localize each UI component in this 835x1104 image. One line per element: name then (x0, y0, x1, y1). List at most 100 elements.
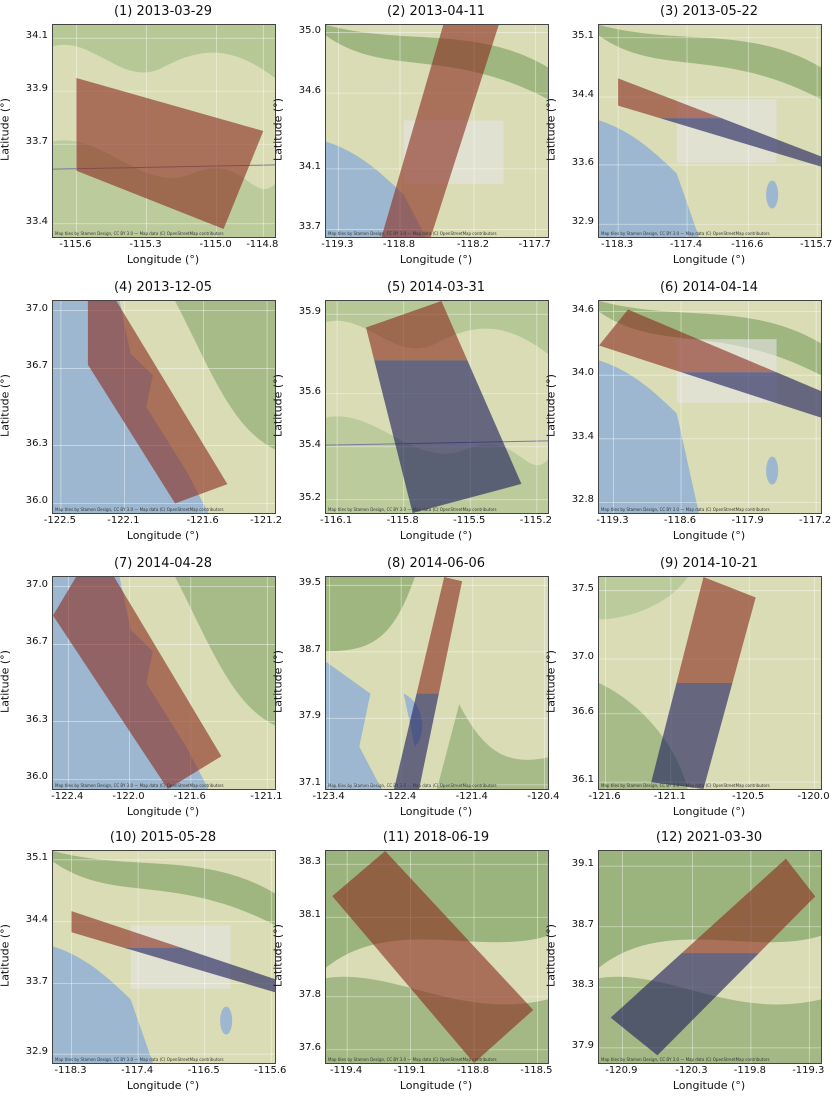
x-tick-label: -117.4 (669, 239, 703, 250)
y-tick-label: 36.7 (25, 360, 48, 372)
y-axis-label: Latitude (°) (0, 924, 12, 987)
map-attribution: Map tiles by Stamen Design, CC BY 3.0 — … (601, 507, 770, 512)
y-tick-label: 37.0 (571, 651, 594, 663)
map-attribution: Map tiles by Stamen Design, CC BY 3.0 — … (328, 783, 497, 788)
y-tick-label: 32.8 (571, 494, 594, 506)
x-tick-label: -122.4 (384, 791, 417, 802)
panel-title: (4) 2013-12-05 (113, 280, 213, 295)
y-tick-label: 37.9 (571, 1039, 594, 1051)
y-tick-label: 39.1 (571, 858, 594, 870)
map-panel[interactable]: Map tiles by Stamen Design, CC BY 3.0 — … (52, 300, 276, 514)
x-tick-label: -116.5 (187, 1065, 220, 1076)
x-axis-label: Longitude (°) (126, 529, 200, 542)
map-attribution: Map tiles by Stamen Design, CC BY 3.0 — … (328, 1057, 497, 1062)
basemap-feature (326, 661, 382, 789)
y-axis-label: Latitude (°) (271, 924, 285, 987)
footprint-polygon (53, 577, 222, 789)
basemap-feature (175, 301, 275, 450)
y-tick-label: 33.7 (25, 136, 48, 148)
x-tick-label: -117.7 (518, 239, 551, 250)
y-axis-label: Latitude (°) (544, 924, 558, 987)
map-canvas (326, 25, 548, 237)
x-tick-label: -118.3 (601, 239, 634, 250)
x-axis-label: Longitude (°) (672, 1079, 746, 1092)
y-tick-label: 33.9 (25, 83, 48, 95)
x-axis-label: Longitude (°) (672, 253, 746, 266)
y-tick-label: 33.4 (571, 430, 594, 442)
x-tick-label: -115.8 (386, 515, 419, 526)
x-tick-label: -120.3 (675, 1065, 708, 1076)
x-tick-label: -114.8 (246, 239, 279, 250)
y-tick-label: 37.9 (298, 710, 321, 722)
basemap-feature (599, 120, 699, 237)
x-tick-label: -120.5 (732, 791, 765, 802)
map-panel[interactable]: Map tiles by Stamen Design, CC BY 3.0 — … (598, 24, 822, 238)
map-canvas (599, 25, 821, 237)
y-tick-label: 35.1 (25, 851, 48, 863)
basemap-lake (766, 180, 779, 209)
map-panel[interactable]: Map tiles by Stamen Design, CC BY 3.0 — … (325, 850, 549, 1064)
y-tick-label: 38.7 (298, 643, 321, 655)
map-attribution: Map tiles by Stamen Design, CC BY 3.0 — … (601, 231, 770, 236)
map-panel[interactable]: Map tiles by Stamen Design, CC BY 3.0 — … (325, 24, 549, 238)
y-axis-label: Latitude (°) (544, 374, 558, 437)
x-tick-label: -118.6 (663, 515, 697, 526)
panel-title: (11) 2018-06-19 (382, 830, 490, 845)
map-panel[interactable]: Map tiles by Stamen Design, CC BY 3.0 — … (52, 850, 276, 1064)
x-tick-label: -119.3 (792, 1065, 825, 1076)
footprint-polygon (332, 851, 534, 1063)
y-tick-label: 38.3 (298, 856, 321, 868)
y-tick-label: 35.2 (298, 491, 321, 503)
y-tick-label: 35.0 (298, 24, 321, 36)
map-canvas (326, 301, 548, 513)
y-axis-label: Latitude (°) (271, 374, 285, 437)
y-tick-label: 37.1 (298, 776, 321, 788)
x-tick-label: -121.6 (588, 791, 621, 802)
x-tick-label: -119.4 (330, 1065, 363, 1076)
y-tick-label: 33.7 (298, 221, 321, 233)
map-panel[interactable]: Map tiles by Stamen Design, CC BY 3.0 — … (325, 576, 549, 790)
panel-title: (12) 2021-03-30 (655, 830, 763, 845)
y-tick-label: 36.6 (571, 705, 594, 717)
map-panel[interactable]: Map tiles by Stamen Design, CC BY 3.0 — … (52, 24, 276, 238)
map-panel[interactable]: Map tiles by Stamen Design, CC BY 3.0 — … (598, 850, 822, 1064)
map-panel[interactable]: Map tiles by Stamen Design, CC BY 3.0 — … (598, 576, 822, 790)
map-panel[interactable]: Map tiles by Stamen Design, CC BY 3.0 — … (598, 300, 822, 514)
map-attribution: Map tiles by Stamen Design, CC BY 3.0 — … (55, 507, 224, 512)
x-tick-label: -122.4 (51, 791, 84, 802)
panel-title: (3) 2013-05-22 (659, 4, 759, 19)
x-tick-label: -121.1 (250, 791, 283, 802)
y-tick-label: 33.6 (571, 156, 594, 168)
x-axis-label: Longitude (°) (672, 805, 746, 818)
y-axis-label: Latitude (°) (544, 98, 558, 161)
y-tick-label: 36.0 (25, 495, 48, 507)
basemap-feature (53, 946, 153, 1063)
panel-title: (9) 2014-10-21 (659, 556, 759, 571)
map-panel[interactable]: Map tiles by Stamen Design, CC BY 3.0 — … (325, 300, 549, 514)
x-tick-label: -117.9 (731, 515, 764, 526)
y-tick-label: 34.1 (298, 160, 321, 172)
y-tick-label: 34.6 (298, 85, 321, 97)
y-tick-label: 36.3 (25, 713, 48, 725)
x-tick-label: -119.3 (596, 515, 629, 526)
x-tick-label: -120.9 (605, 1065, 638, 1076)
x-tick-label: -115.2 (519, 515, 553, 526)
y-tick-label: 35.9 (298, 306, 321, 318)
x-tick-label: -117.4 (120, 1065, 154, 1076)
x-tick-label: -115.6 (254, 1065, 287, 1076)
y-tick-label: 34.4 (571, 89, 594, 101)
y-axis-label: Latitude (°) (544, 650, 558, 713)
x-tick-label: -115.5 (453, 515, 486, 526)
x-tick-label: -118.3 (54, 1065, 87, 1076)
map-attribution: Map tiles by Stamen Design, CC BY 3.0 — … (328, 231, 497, 236)
y-tick-label: 34.6 (571, 303, 594, 315)
x-tick-label: -118.8 (382, 239, 416, 250)
x-tick-label: -123.4 (312, 791, 345, 802)
panel-title: (7) 2014-04-28 (113, 556, 213, 571)
y-tick-label: 39.5 (298, 577, 321, 589)
y-tick-label: 33.7 (25, 975, 48, 987)
map-attribution: Map tiles by Stamen Design, CC BY 3.0 — … (601, 783, 770, 788)
x-axis-label: Longitude (°) (126, 1079, 200, 1092)
map-panel[interactable]: Map tiles by Stamen Design, CC BY 3.0 — … (52, 576, 276, 790)
basemap-feature (599, 360, 699, 513)
